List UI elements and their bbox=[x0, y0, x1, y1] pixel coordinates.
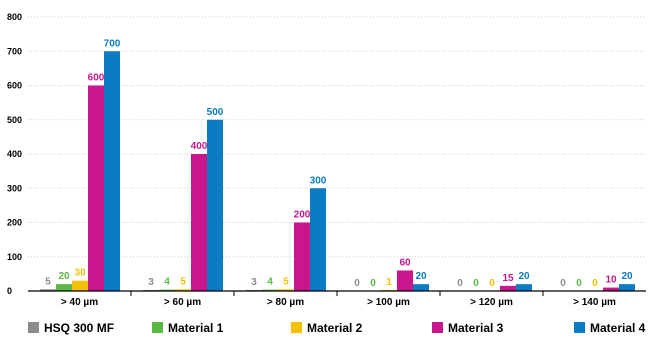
x-tick-label: > 140 µm bbox=[573, 297, 616, 308]
data-label: 0 bbox=[370, 278, 376, 289]
data-label: 0 bbox=[457, 278, 463, 289]
y-tick-label: 400 bbox=[7, 149, 22, 159]
bar-hsq-300-mf bbox=[40, 289, 56, 291]
legend-swatch bbox=[152, 322, 163, 333]
x-axis: > 40 µm > 60 µm > 80 µm > 100 µm > 120 µm > 1… bbox=[28, 290, 646, 308]
bar-material-3 bbox=[603, 287, 619, 291]
data-label: 0 bbox=[354, 278, 360, 289]
data-label: 20 bbox=[621, 271, 633, 282]
legend-label: Material 4 bbox=[590, 321, 646, 335]
bar-material-3 bbox=[500, 285, 516, 291]
bar-material-1 bbox=[56, 284, 72, 291]
y-tick-label: 0 bbox=[7, 286, 12, 296]
legend: HSQ 300 MF Material 1 Material 2 Material 3… bbox=[28, 321, 646, 335]
data-label: 30 bbox=[74, 268, 86, 279]
data-label: 700 bbox=[104, 38, 121, 49]
bar-material-2 bbox=[175, 289, 191, 291]
data-label: 60 bbox=[399, 257, 411, 268]
data-label: 4 bbox=[164, 277, 170, 288]
bar-material-3 bbox=[191, 154, 207, 291]
data-label: 10 bbox=[605, 275, 617, 286]
bar-material-4 bbox=[619, 284, 635, 291]
bar-material-2 bbox=[72, 280, 88, 291]
data-label: 0 bbox=[576, 278, 582, 289]
bar-material-4 bbox=[413, 284, 429, 291]
bar-material-4 bbox=[104, 51, 120, 291]
y-tick-label: 500 bbox=[7, 115, 22, 125]
data-label: 20 bbox=[518, 271, 530, 282]
data-label: 20 bbox=[415, 271, 427, 282]
y-tick-label: 700 bbox=[7, 46, 22, 56]
bar-material-2 bbox=[278, 289, 294, 291]
data-label: 0 bbox=[560, 278, 566, 289]
data-label: 5 bbox=[283, 276, 289, 287]
legend-label: Material 2 bbox=[307, 321, 363, 335]
x-tick-label: > 60 µm bbox=[164, 297, 201, 308]
x-tick-label: > 40 µm bbox=[61, 297, 98, 308]
data-label: 500 bbox=[207, 107, 224, 118]
y-tick-label: 600 bbox=[7, 81, 22, 91]
data-label: 0 bbox=[489, 278, 495, 289]
y-axis-ticks: 0 100 200 300 400 500 600 700 800 bbox=[7, 12, 22, 296]
data-label: 5 bbox=[180, 276, 186, 287]
legend-label: HSQ 300 MF bbox=[44, 321, 114, 335]
bar-material-1 bbox=[262, 289, 278, 291]
data-label: 3 bbox=[148, 277, 154, 288]
legend-swatch bbox=[574, 322, 585, 333]
y-tick-label: 200 bbox=[7, 218, 22, 228]
x-tick-label: > 120 µm bbox=[470, 297, 513, 308]
data-label: 3 bbox=[251, 277, 257, 288]
data-label: 300 bbox=[310, 175, 327, 186]
y-tick-label: 300 bbox=[7, 183, 22, 193]
data-label: 600 bbox=[88, 73, 105, 84]
legend-swatch bbox=[432, 322, 443, 333]
data-label: 15 bbox=[502, 273, 514, 284]
data-label: 200 bbox=[294, 210, 311, 221]
y-tick-label: 100 bbox=[7, 252, 22, 262]
data-label: 20 bbox=[58, 271, 70, 282]
bar-material-3 bbox=[88, 85, 104, 291]
data-label: 400 bbox=[191, 141, 208, 152]
bar-material-4 bbox=[310, 188, 326, 291]
bar-material-1 bbox=[159, 289, 175, 291]
legend-swatch bbox=[291, 322, 302, 333]
data-label: 5 bbox=[45, 276, 51, 287]
data-label: 0 bbox=[473, 278, 479, 289]
legend-label: Material 1 bbox=[168, 321, 224, 335]
data-label: 1 bbox=[386, 277, 392, 288]
legend-label: Material 3 bbox=[448, 321, 504, 335]
legend-swatch bbox=[28, 322, 39, 333]
bar-material-4 bbox=[516, 284, 532, 291]
data-label: 4 bbox=[267, 277, 273, 288]
gridlines bbox=[28, 16, 646, 258]
bar-material-4 bbox=[207, 119, 223, 291]
x-tick-label: > 100 µm bbox=[367, 297, 410, 308]
y-tick-label: 800 bbox=[7, 12, 22, 22]
bar-material-3 bbox=[397, 270, 413, 291]
data-label: 0 bbox=[592, 278, 598, 289]
bar-material-3 bbox=[294, 222, 310, 291]
x-tick-label: > 80 µm bbox=[267, 297, 304, 308]
